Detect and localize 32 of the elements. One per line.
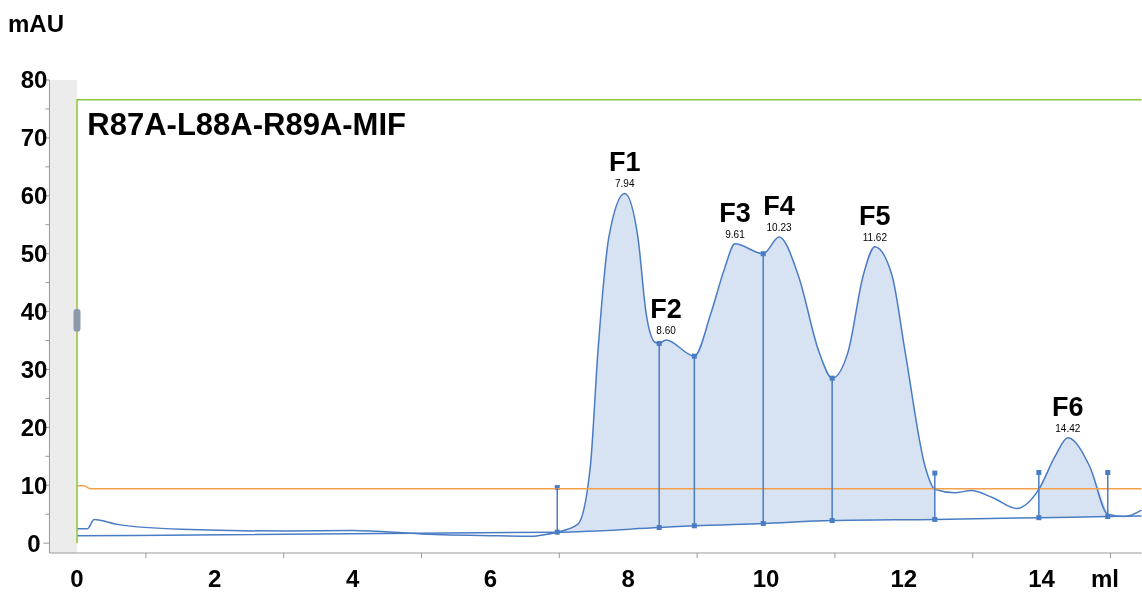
y-axis-title: mAU	[8, 10, 65, 37]
y-tick-label: 60	[20, 182, 48, 210]
text: R87A-L88A-R89A-MIF	[87, 107, 407, 142]
y-tick-label: 10	[20, 471, 48, 499]
annotation: F3	[719, 197, 751, 228]
x-tick-label: 12	[890, 565, 918, 592]
annotation: 11.62	[862, 231, 888, 243]
x-tick-label: 10	[752, 565, 780, 592]
annotation: 14.42	[1055, 422, 1081, 434]
y-tick-label: 70	[20, 124, 48, 152]
x-tick-label: 4	[345, 565, 360, 592]
y-tick-label: 50	[20, 240, 48, 268]
x-tick-label: 0	[70, 565, 84, 592]
y-tick-label: 40	[20, 297, 48, 325]
annotation: F4	[763, 190, 795, 221]
y-tick-label: 20	[20, 413, 48, 441]
annotation: 9.61	[725, 228, 746, 240]
annotation: 7.94	[615, 178, 635, 190]
y-tick-label: 80	[20, 66, 48, 94]
annotation: F5	[859, 200, 891, 231]
x-tick-label: 14	[1028, 565, 1056, 592]
annotation: F6	[1052, 391, 1084, 422]
annotation: F1	[609, 147, 641, 178]
annotation: 8.60	[656, 324, 677, 336]
annotation: F2	[650, 293, 682, 324]
x-tick-label: 6	[483, 565, 498, 592]
x-axis-title: ml	[1090, 565, 1120, 592]
y-tick-label: 30	[20, 355, 48, 383]
x-tick-label: 2	[208, 565, 222, 592]
y-tick-label: 0	[27, 529, 41, 557]
annotation: 10.23	[766, 221, 793, 233]
x-tick-label: 8	[621, 565, 635, 592]
